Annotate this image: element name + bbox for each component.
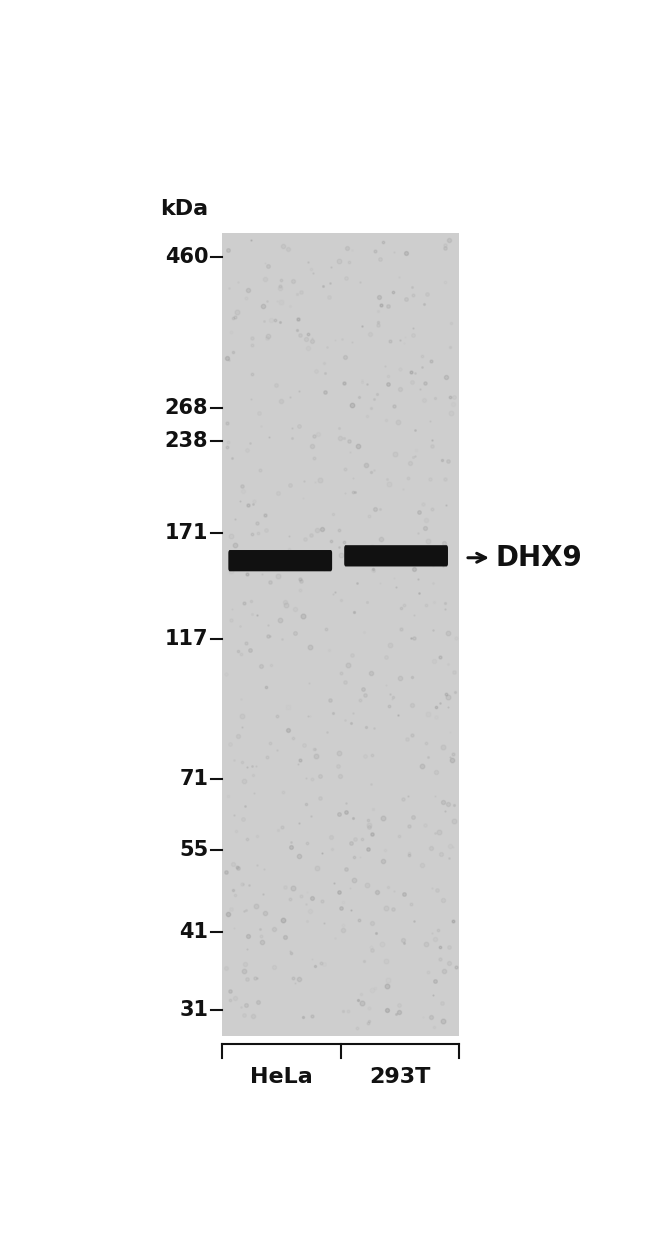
- Text: 268: 268: [164, 397, 208, 417]
- Bar: [222, 233, 459, 1037]
- Text: 238: 238: [164, 431, 208, 451]
- Text: kDa: kDa: [160, 199, 208, 219]
- Text: 31: 31: [179, 999, 208, 1019]
- Text: 171: 171: [164, 523, 208, 543]
- FancyBboxPatch shape: [228, 551, 332, 572]
- Text: 117: 117: [164, 630, 208, 649]
- Text: 460: 460: [164, 248, 208, 266]
- Text: HeLa: HeLa: [250, 1067, 313, 1087]
- Text: DHX9: DHX9: [495, 544, 582, 572]
- FancyBboxPatch shape: [344, 546, 448, 567]
- Text: 293T: 293T: [369, 1067, 430, 1087]
- Text: 41: 41: [179, 921, 208, 941]
- Text: 55: 55: [179, 840, 208, 860]
- Text: 71: 71: [179, 768, 208, 788]
